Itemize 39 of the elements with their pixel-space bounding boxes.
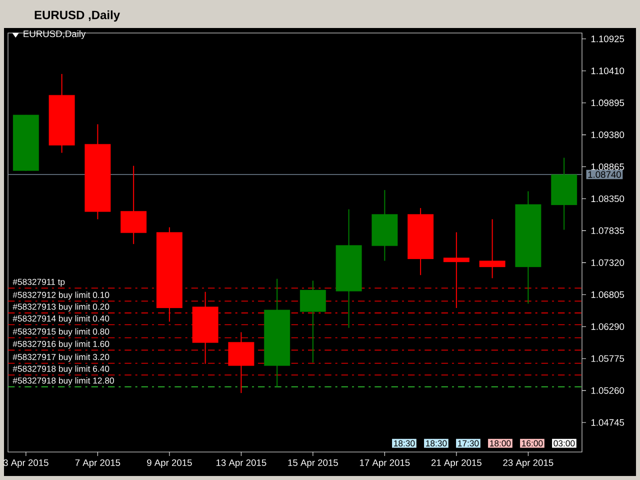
x-tick-label: 17 Apr 2015 bbox=[360, 459, 410, 468]
y-tick-label: 1.04745 bbox=[591, 419, 624, 426]
ref-line-label: #58327916 buy limit 1.60 bbox=[12, 340, 110, 349]
y-tick-label: 1.09895 bbox=[591, 100, 624, 106]
chart-subtitle: EURUSD ,Daily bbox=[34, 10, 120, 22]
y-tick-label: 1.08865 bbox=[591, 163, 624, 170]
y-tick-label: 1.08350 bbox=[591, 195, 624, 202]
y-tick-label: 1.06290 bbox=[591, 323, 624, 330]
candlestick bbox=[479, 218, 506, 279]
ref-line-label: 1.08740 bbox=[588, 171, 621, 178]
x-tick-label: 15 Apr 2015 bbox=[288, 459, 338, 468]
annotation: 18:30 bbox=[426, 440, 447, 446]
y-tick-label: 1.05260 bbox=[591, 387, 624, 394]
y-tick-label: 1.10410 bbox=[591, 68, 624, 74]
ref-line-label: #58327915 buy limit 0.80 bbox=[12, 328, 110, 336]
x-tick-label: 7 Apr 2015 bbox=[75, 459, 120, 468]
x-tick-label: 23 Apr 2015 bbox=[503, 459, 554, 468]
y-tick-label: 1.10925 bbox=[591, 36, 624, 42]
annotation: 17:30 bbox=[458, 440, 479, 446]
ref-line-label: #58327918 buy limit 6.40 bbox=[12, 365, 110, 374]
ref-line-label: #58327912 buy limit 0.10 bbox=[12, 292, 110, 300]
annotation: 18:00 bbox=[490, 440, 511, 446]
x-tick-label: 9 Apr 2015 bbox=[147, 459, 192, 468]
annotation: 16:00 bbox=[522, 440, 543, 446]
x-tick-label: 21 Apr 2015 bbox=[431, 459, 482, 468]
chart-title: EURUSD,Daily bbox=[24, 30, 86, 39]
y-tick-label: 1.06805 bbox=[591, 291, 624, 298]
ref-line-label: #58327914 buy limit 0.40 bbox=[12, 315, 110, 324]
y-tick-label: 1.07835 bbox=[591, 227, 624, 234]
annotation: 03:00 bbox=[554, 440, 575, 446]
x-tick-label: 13 Apr 2015 bbox=[216, 459, 266, 468]
y-tick-label: 1.09380 bbox=[591, 132, 624, 138]
y-tick-label: 1.05775 bbox=[591, 355, 624, 362]
annotation: 18:30 bbox=[394, 440, 415, 446]
ref-line-label: #58327917 buy limit 3.20 bbox=[12, 354, 110, 362]
y-tick-label: 1.07320 bbox=[591, 259, 624, 266]
ref-line-label: #58327918 buy limit 12.80 bbox=[12, 377, 114, 386]
ref-line-label: #58327913 buy limit 0.20 bbox=[12, 303, 110, 312]
ref-line-label: #58327911 tp bbox=[12, 278, 65, 287]
